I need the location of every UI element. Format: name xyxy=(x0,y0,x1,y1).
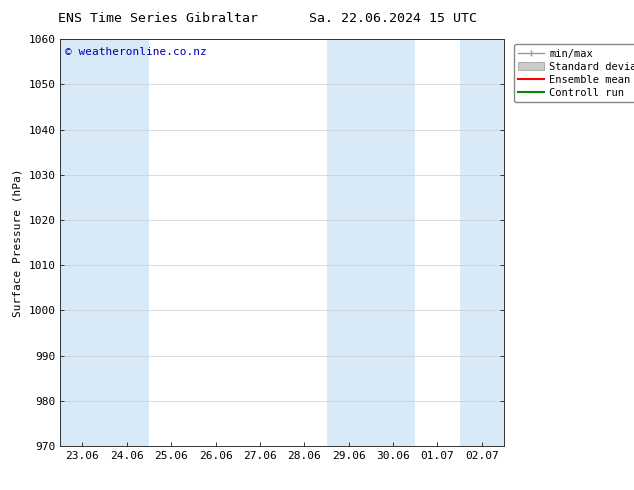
Text: © weatheronline.co.nz: © weatheronline.co.nz xyxy=(65,48,207,57)
Text: Sa. 22.06.2024 15 UTC: Sa. 22.06.2024 15 UTC xyxy=(309,12,477,25)
Bar xyxy=(60,39,105,446)
Legend: min/max, Standard deviation, Ensemble mean run, Controll run: min/max, Standard deviation, Ensemble me… xyxy=(514,45,634,102)
Bar xyxy=(327,39,371,446)
Y-axis label: Surface Pressure (hPa): Surface Pressure (hPa) xyxy=(13,168,23,317)
Bar xyxy=(371,39,415,446)
Bar xyxy=(460,39,504,446)
Text: ENS Time Series Gibraltar: ENS Time Series Gibraltar xyxy=(58,12,259,25)
Bar xyxy=(105,39,149,446)
